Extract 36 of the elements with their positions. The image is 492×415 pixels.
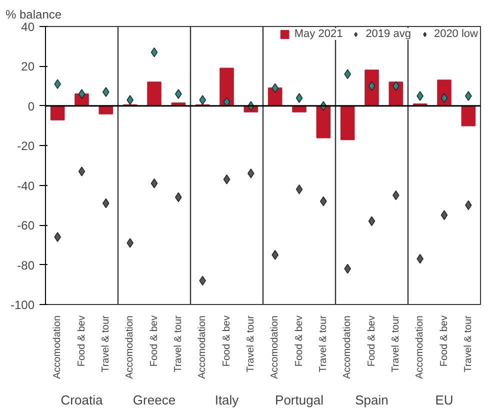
y-tick-label: 40 xyxy=(21,20,35,34)
text: Italy xyxy=(214,392,240,408)
x-tick-label: Accomodation xyxy=(197,315,208,379)
x-tick-label: Food & bev xyxy=(76,315,88,367)
x-tick-label: Travel & tour xyxy=(172,314,184,372)
x-tick-label: Accomodation xyxy=(414,315,426,379)
text: Spain xyxy=(355,392,388,408)
x-tick-label: Accomodation xyxy=(52,315,64,379)
x-tick-label: Food & bev xyxy=(366,315,378,367)
x-tick-label: Food & bev xyxy=(438,315,450,367)
x-tick-label: Food & bev xyxy=(221,315,232,367)
legend-label: 2019 avg xyxy=(366,28,411,40)
text: EU xyxy=(435,392,454,408)
x-tick-label: Accomodation xyxy=(124,315,136,379)
y-tick-label: -80 xyxy=(17,258,35,272)
y-tick-label: 20 xyxy=(21,60,35,74)
x-tick-label: Accomodation xyxy=(342,315,354,379)
y-tick-label: -100 xyxy=(10,298,35,312)
x-tick-label: Travel & tour xyxy=(318,314,329,372)
x-tick-label: Travel & tour xyxy=(100,314,112,372)
text: Croatia xyxy=(60,392,104,408)
y-tick-label: -20 xyxy=(17,139,35,154)
text: Portugal xyxy=(275,392,324,408)
x-tick-label: Food & bev xyxy=(148,315,160,367)
x-tick-label: Travel & tour xyxy=(462,314,474,372)
x-tick-label: Travel & tour xyxy=(390,314,402,372)
y-axis-title: % balance xyxy=(6,8,62,22)
x-tick-label: Accomodation xyxy=(270,315,281,379)
legend-label: 2020 low xyxy=(434,28,478,40)
y-tick-label: -40 xyxy=(17,178,35,193)
text: Greece xyxy=(132,392,176,408)
x-tick-label: Food & bev xyxy=(294,315,305,367)
x-tick-label: Travel & tour xyxy=(245,314,256,372)
y-tick-label: 0 xyxy=(28,99,35,114)
y-tick-label: -60 xyxy=(17,218,35,233)
legend-label: May 2021 xyxy=(294,28,343,40)
